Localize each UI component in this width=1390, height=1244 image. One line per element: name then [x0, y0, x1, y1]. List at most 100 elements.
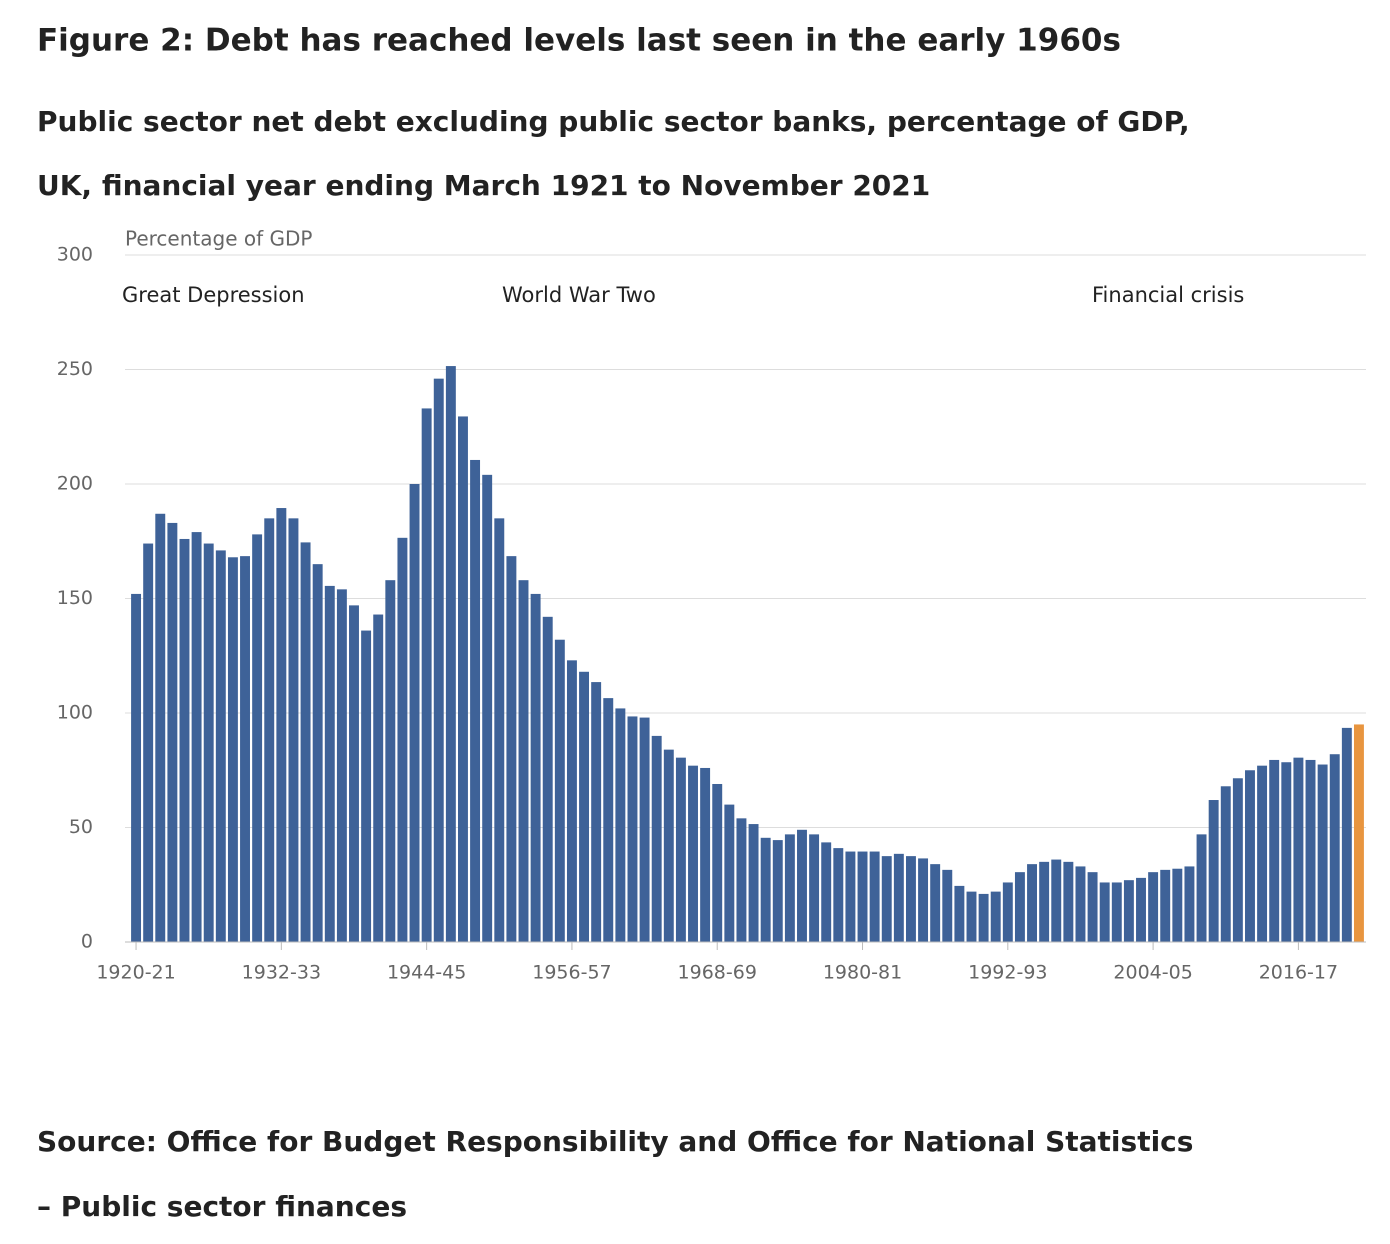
x-tick-label: 1968-69	[678, 962, 757, 984]
bar	[203, 543, 214, 942]
bar	[227, 557, 238, 942]
bar	[772, 840, 783, 942]
x-tick-label: 1920-21	[96, 962, 175, 984]
bar	[264, 518, 275, 942]
y-tick-label: 300	[57, 244, 93, 266]
bar	[651, 735, 662, 942]
bar	[409, 484, 420, 942]
y-axis-label: Percentage of GDP	[125, 227, 312, 251]
bar	[978, 893, 989, 942]
bar	[240, 556, 250, 942]
bar	[361, 630, 372, 942]
bar	[990, 891, 1001, 942]
bar	[639, 717, 650, 942]
bar	[215, 550, 226, 942]
bar	[1305, 759, 1316, 942]
bar	[1281, 762, 1292, 942]
bar	[385, 580, 396, 942]
annotation: World War Two	[502, 283, 656, 307]
bar	[579, 671, 590, 942]
chart-subtitle: Public sector net debt excluding public …	[37, 105, 1190, 138]
bar	[336, 589, 347, 942]
bar	[845, 851, 856, 942]
bar	[930, 864, 941, 942]
y-tick-label: 0	[81, 931, 93, 953]
bar	[942, 869, 953, 942]
bar	[1293, 757, 1304, 942]
y-tick-label: 100	[57, 702, 93, 724]
bar	[482, 474, 493, 942]
bar	[760, 837, 771, 942]
bar	[276, 508, 287, 942]
bar	[615, 708, 626, 942]
bar	[458, 416, 468, 942]
bar	[1184, 866, 1195, 942]
bar	[312, 564, 323, 942]
bar	[300, 542, 311, 942]
bar	[554, 639, 565, 942]
bar	[155, 513, 166, 942]
bar	[1329, 754, 1340, 942]
bar	[1172, 868, 1183, 942]
bar	[1063, 861, 1074, 942]
bar	[288, 518, 299, 942]
chart-title: Figure 2: Debt has reached levels last s…	[37, 23, 1121, 59]
x-tick-label: 1992-93	[968, 962, 1047, 984]
bar	[179, 538, 190, 942]
y-tick-label: 50	[69, 816, 93, 838]
bar	[1002, 882, 1013, 942]
bar	[1087, 872, 1098, 942]
bar	[167, 522, 178, 942]
bar	[131, 593, 142, 942]
bar	[1136, 877, 1146, 942]
bar	[821, 842, 832, 942]
bar	[918, 858, 929, 942]
bar	[954, 885, 965, 942]
bar	[1111, 882, 1122, 942]
bar	[675, 757, 686, 942]
x-tick-label: 2004-05	[1113, 962, 1192, 984]
bar	[809, 834, 820, 942]
bar	[421, 408, 432, 942]
bar	[1075, 866, 1086, 942]
bar	[893, 853, 904, 942]
bar	[566, 660, 577, 942]
bar	[1245, 770, 1255, 942]
bar	[1269, 759, 1280, 942]
bar	[1257, 765, 1268, 942]
bar	[748, 824, 759, 942]
y-tick-label: 150	[57, 587, 93, 609]
bar	[1051, 859, 1062, 942]
bar	[1039, 861, 1050, 942]
bar	[191, 532, 202, 942]
bar	[518, 580, 529, 942]
bar	[1353, 724, 1364, 942]
source: Source: Office for Budget Responsibility…	[37, 1125, 1193, 1158]
bar	[712, 783, 723, 942]
bar	[1317, 764, 1328, 942]
bar	[724, 804, 735, 942]
bar	[1232, 778, 1243, 942]
bar	[433, 378, 444, 942]
y-tick-label: 250	[57, 358, 93, 380]
x-tick-label: 1956-57	[532, 962, 611, 984]
bar	[603, 698, 614, 942]
bar	[627, 716, 638, 942]
bar	[1148, 872, 1159, 942]
bar	[1014, 872, 1025, 942]
bar	[1341, 727, 1352, 942]
bar	[966, 891, 977, 942]
bar	[373, 614, 384, 942]
bar	[700, 767, 711, 942]
bar	[905, 856, 916, 942]
bar	[1196, 834, 1207, 942]
x-tick-label: 1932-33	[242, 962, 321, 984]
bar	[494, 518, 505, 942]
bar	[1027, 864, 1037, 942]
bar	[470, 459, 481, 942]
bar	[688, 765, 698, 942]
bar	[1208, 800, 1219, 942]
bar	[397, 537, 408, 942]
